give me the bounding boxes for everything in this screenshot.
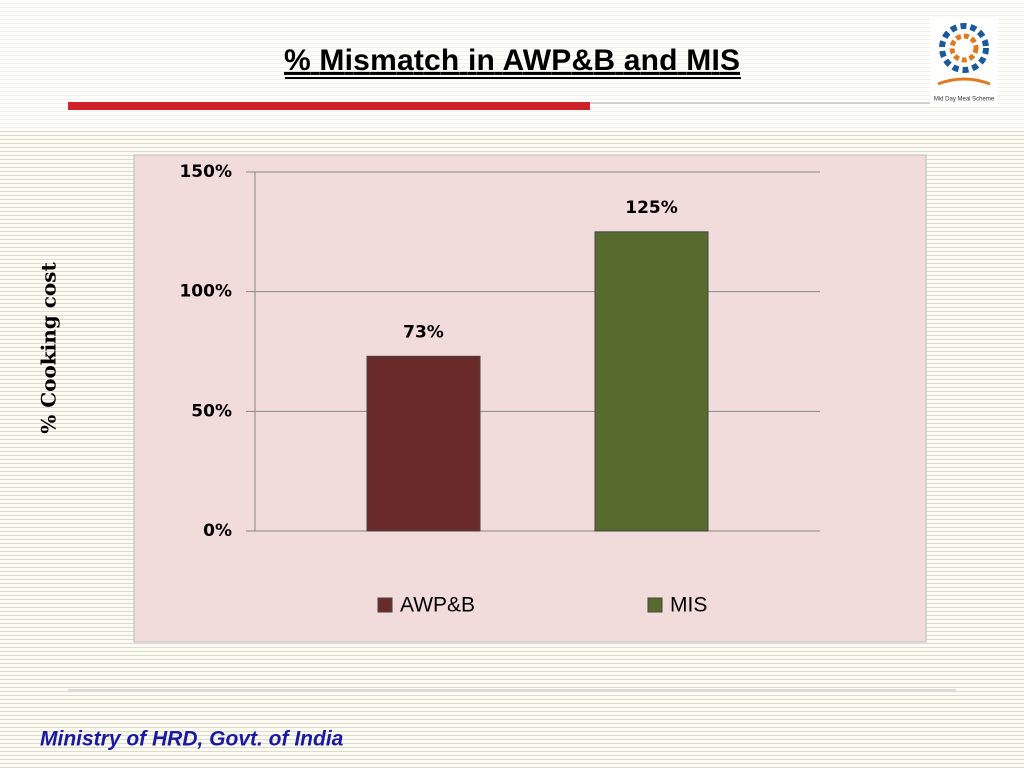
y-tick-label: 50% <box>191 401 232 421</box>
logo-caption: Mid Day Meal Scheme <box>934 97 995 103</box>
logo-book <box>937 77 991 86</box>
logo: Mid Day Meal Scheme <box>930 18 998 106</box>
y-axis-label: % Cooking cost <box>37 261 61 433</box>
logo-inner <box>949 33 979 63</box>
logo-ring <box>939 23 989 73</box>
red-rule <box>68 102 590 110</box>
data-label: 73% <box>403 322 444 342</box>
y-tick-label: 100% <box>179 282 232 302</box>
legend-swatch <box>377 597 393 613</box>
data-label: 125% <box>625 198 678 218</box>
chart-panel <box>133 154 927 643</box>
legend-swatch <box>647 597 663 613</box>
footer: Ministry of HRD, Govt. of India <box>40 728 344 751</box>
slide-title: % Mismatch in AWP&B and MIS <box>284 44 740 77</box>
bar <box>366 355 481 532</box>
y-tick-label: 150% <box>179 162 232 182</box>
legend-label: MIS <box>670 594 707 617</box>
legend-label: AWP&B <box>400 594 475 617</box>
bar <box>594 231 709 532</box>
y-tick-label: 0% <box>203 521 232 541</box>
